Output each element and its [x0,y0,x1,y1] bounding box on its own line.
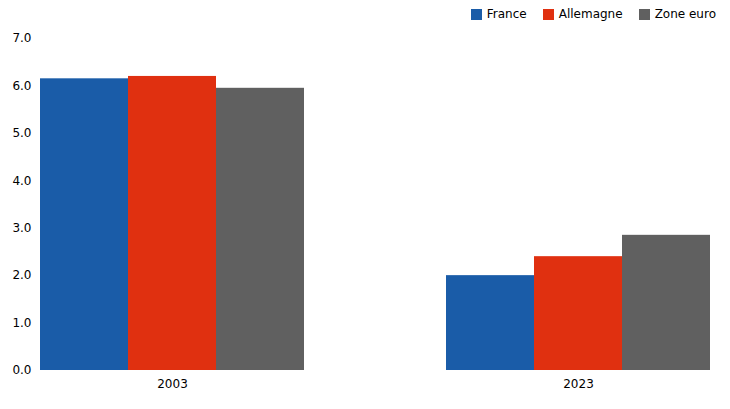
svg-text:4.0: 4.0 [12,174,31,188]
svg-text:2003: 2003 [157,377,188,391]
svg-text:7.0: 7.0 [12,31,31,45]
svg-text:5.0: 5.0 [12,126,31,140]
svg-text:3.0: 3.0 [12,221,31,235]
svg-text:2.0: 2.0 [12,268,31,282]
svg-text:1.0: 1.0 [12,316,31,330]
html-text:Allemagne: Allemagne [558,7,623,21]
svg-text:2023: 2023 [563,377,594,391]
html-text:France: France [486,7,527,21]
html-text:Zone euro: Zone euro [654,7,716,21]
svg-text:0.0: 0.0 [12,363,31,377]
svg-text:6.0: 6.0 [12,79,31,93]
